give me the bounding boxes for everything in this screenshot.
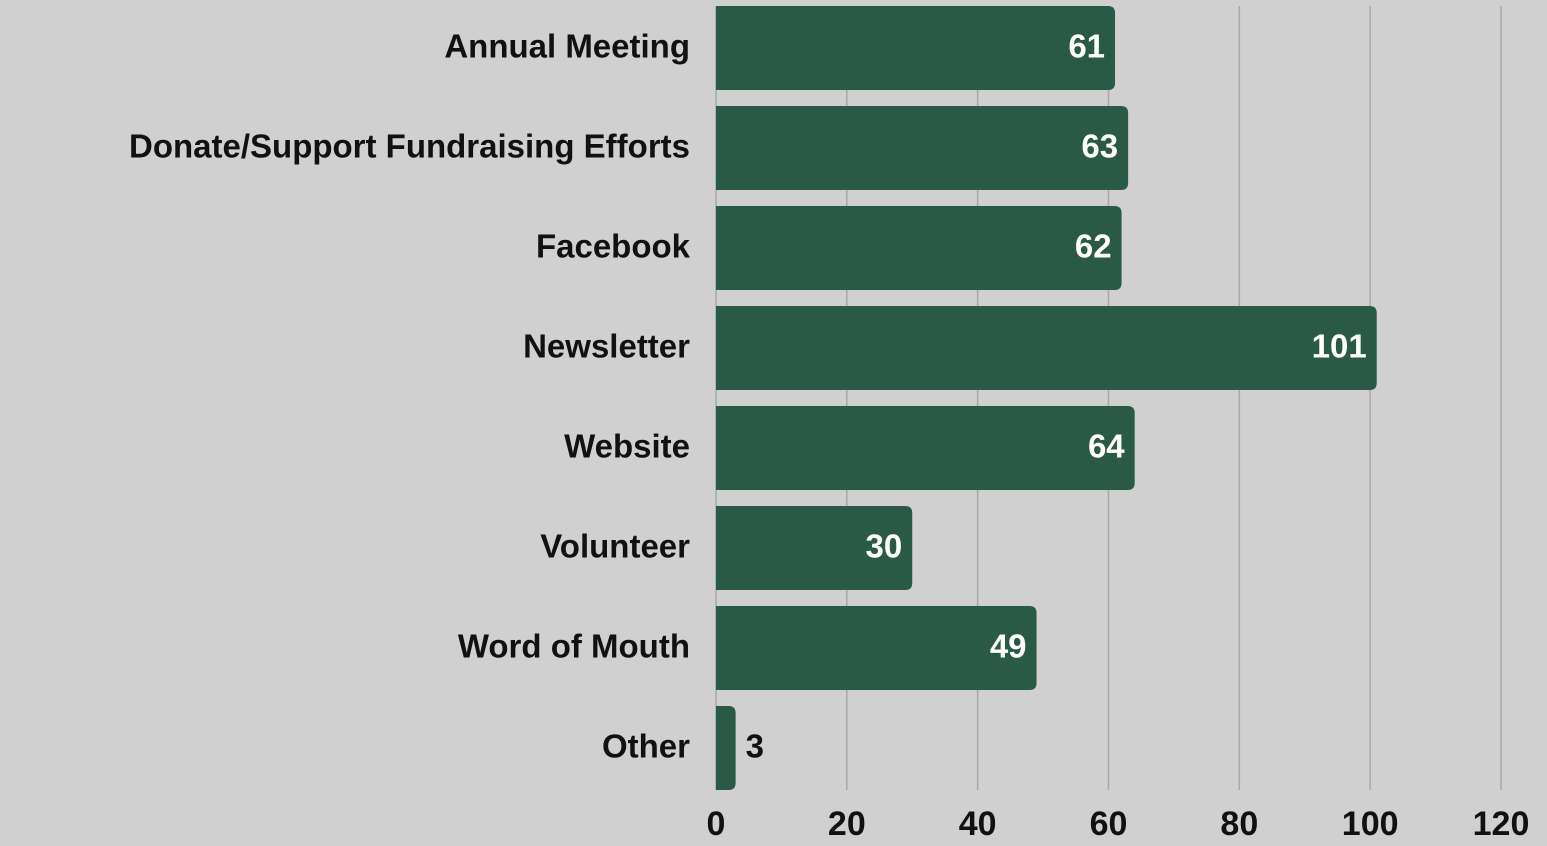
x-tick-label: 60 (1090, 805, 1128, 843)
x-tick-label: 80 (1220, 805, 1258, 843)
x-tick-label: 0 (707, 805, 726, 843)
category-label: Donate/Support Fundraising Efforts (129, 128, 690, 165)
bar (716, 6, 1116, 90)
value-label: 49 (990, 628, 1027, 665)
category-label: Volunteer (540, 528, 690, 565)
bar (716, 406, 1135, 490)
category-label: Other (602, 728, 690, 765)
category-label: Website (564, 428, 690, 465)
bar (716, 106, 1129, 190)
category-label: Facebook (536, 228, 691, 265)
value-label: 101 (1312, 328, 1367, 365)
value-label: 61 (1068, 28, 1105, 65)
category-label: Word of Mouth (458, 628, 690, 665)
category-label: Newsletter (523, 328, 690, 365)
value-label: 62 (1075, 228, 1112, 265)
x-tick-label: 20 (828, 805, 866, 843)
category-label: Annual Meeting (444, 28, 690, 65)
bar (716, 506, 913, 590)
value-label: 64 (1088, 428, 1125, 465)
bar (716, 306, 1377, 390)
bar (716, 206, 1122, 290)
bar (716, 606, 1037, 690)
value-label: 3 (746, 728, 764, 765)
value-label: 30 (866, 528, 903, 565)
x-tick-label: 40 (959, 805, 997, 843)
bar (716, 706, 736, 790)
x-tick-label: 100 (1342, 805, 1399, 843)
value-label: 63 (1081, 128, 1118, 165)
x-tick-label: 120 (1473, 805, 1530, 843)
